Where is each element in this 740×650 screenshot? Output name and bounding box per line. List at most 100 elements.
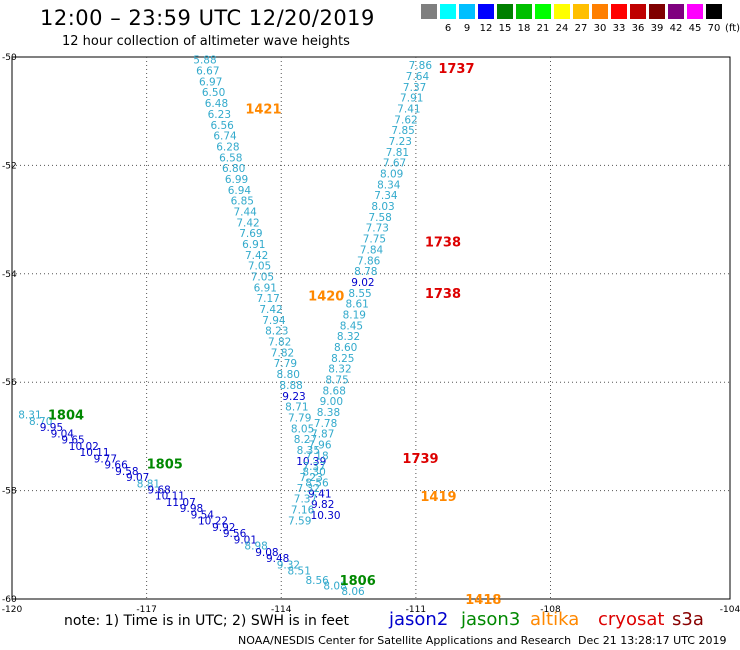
legend-item-jason2: jason2: [389, 609, 449, 630]
wave-height-value: 6.94: [228, 185, 252, 197]
wave-height-value: 8.09: [380, 169, 403, 181]
wave-height-value: 8.32: [328, 364, 351, 376]
wave-height-value: 7.18: [305, 450, 328, 462]
lat-tick-label: -52: [2, 161, 17, 171]
wave-height-value: 8.81: [137, 478, 160, 490]
wave-height-value: 9.23: [282, 391, 305, 403]
color-scale-label: 21: [536, 23, 550, 34]
pass-time-label: 1738: [425, 235, 461, 250]
color-scale-label: 12: [479, 23, 493, 34]
page-title: 12:00 – 23:59 UTC 12/20/2019: [40, 6, 375, 30]
wave-height-value: 7.42: [245, 250, 268, 262]
lat-tick-label: -60: [2, 595, 17, 605]
color-scale-swatch: [687, 4, 703, 19]
wave-height-value: 6.85: [231, 196, 254, 208]
lon-tick-label: -108: [540, 605, 561, 615]
wave-height-value: 7.87: [311, 429, 334, 441]
pass-time-label: 1421: [245, 102, 281, 117]
wave-height-value: 7.78: [314, 418, 337, 430]
wave-height-value: 7.94: [262, 315, 286, 327]
wave-height-value: 7.82: [268, 337, 291, 349]
legend-item-jason3: jason3: [461, 609, 521, 630]
color-scale-label: 15: [498, 23, 512, 34]
wave-height-value: 6.28: [216, 141, 239, 153]
wave-height-value: 6.97: [199, 76, 222, 88]
wave-height-value: 7.64: [406, 71, 430, 83]
wave-height-value: 8.27: [294, 434, 317, 446]
wave-height-value: 9.66: [104, 460, 128, 472]
wave-height-value: 9.68: [147, 485, 170, 497]
wave-height-value: 7.73: [366, 223, 389, 235]
color-scale-label: 45: [688, 23, 702, 34]
wave-height-value: 8.98: [244, 541, 267, 553]
wave-height-value: 7.32: [297, 483, 320, 495]
color-scale-swatch: [535, 4, 551, 19]
wave-height-value: 7.58: [368, 212, 391, 224]
color-scale-label: 6: [444, 23, 452, 34]
wave-height-value: 9.48: [266, 553, 289, 565]
wave-height-value: 7.81: [386, 147, 409, 159]
wave-height-value: 6.99: [225, 174, 248, 186]
color-scale-swatch: [611, 4, 627, 19]
color-scale-swatch: [592, 4, 608, 19]
wave-height-value: 7.17: [256, 293, 279, 305]
wave-height-value: 8.56: [305, 575, 329, 587]
wave-height-value: 10.22: [198, 516, 228, 528]
wave-height-value: 7.96: [308, 440, 332, 452]
wave-height-value: 7.75: [363, 234, 386, 246]
wave-height-value: 6.50: [202, 87, 225, 99]
wave-height-value: 7.23: [300, 472, 323, 484]
wave-height-value: 10.11: [155, 491, 185, 503]
color-scale-label: 39: [650, 23, 664, 34]
lon-tick-label: -120: [2, 605, 23, 615]
wave-height-value: 8.32: [337, 331, 360, 343]
wave-height-value: 6.80: [222, 163, 245, 175]
wave-height-value: 5.88: [193, 55, 216, 67]
wave-height-value: 7.16: [291, 505, 315, 517]
wave-height-value: 9.98: [180, 503, 203, 515]
wave-height-value: 7.79: [274, 358, 297, 370]
wave-height-value: 6.91: [254, 282, 277, 294]
wave-height-value: 6.56: [210, 120, 234, 132]
color-scale-swatch: [554, 4, 570, 19]
wave-height-value: 8.35: [297, 445, 320, 457]
wave-height-value: 9.32: [277, 559, 300, 571]
pass-time-label: 1805: [147, 458, 183, 473]
color-scale-label: 18: [517, 23, 531, 34]
wave-height-value: 9.92: [212, 522, 235, 534]
color-scale-swatch: [421, 4, 437, 19]
color-scale-swatch: [459, 4, 475, 19]
wave-height-value: 7.91: [400, 93, 423, 105]
lon-tick-label: -117: [136, 605, 156, 615]
wave-height-value: 8.31: [18, 410, 41, 422]
pass-time-label: 1418: [465, 593, 501, 608]
wave-height-value: 8.61: [345, 299, 368, 311]
lat-tick-label: -54: [2, 270, 17, 280]
wave-height-value: 8.03: [371, 201, 394, 213]
wave-height-value: 9.56: [223, 528, 247, 540]
lat-tick-label: -58: [2, 487, 17, 497]
wave-height-value: 8.55: [348, 288, 371, 300]
wave-height-value: 8.60: [334, 342, 357, 354]
wave-height-value: 9.54: [191, 509, 215, 521]
lat-tick-label: -50: [2, 53, 17, 63]
wave-height-value: 8.75: [325, 374, 348, 386]
wave-height-value: 6.23: [208, 109, 231, 121]
lat-tick-label: -56: [2, 378, 17, 388]
wave-height-value: 7.69: [239, 228, 262, 240]
wave-height-value: 7.37: [403, 82, 426, 94]
wave-height-value: 8.51: [288, 566, 311, 578]
wave-height-value: 9.07: [126, 472, 149, 484]
wave-height-value: 7.41: [397, 103, 420, 115]
footer-note: note: 1) Time is in UTC; 2) SWH is in fe…: [64, 613, 350, 629]
wave-height-value: 6.67: [196, 66, 219, 78]
wave-height-value: 9.65: [61, 435, 84, 447]
wave-height-value: 7.44: [233, 206, 257, 218]
wave-height-value: 8.19: [343, 309, 366, 321]
wave-height-value: 8.70: [29, 416, 52, 428]
pass-time-label: 1806: [340, 574, 376, 589]
wave-height-value: 8.08: [323, 580, 346, 592]
color-scale-swatch: [573, 4, 589, 19]
